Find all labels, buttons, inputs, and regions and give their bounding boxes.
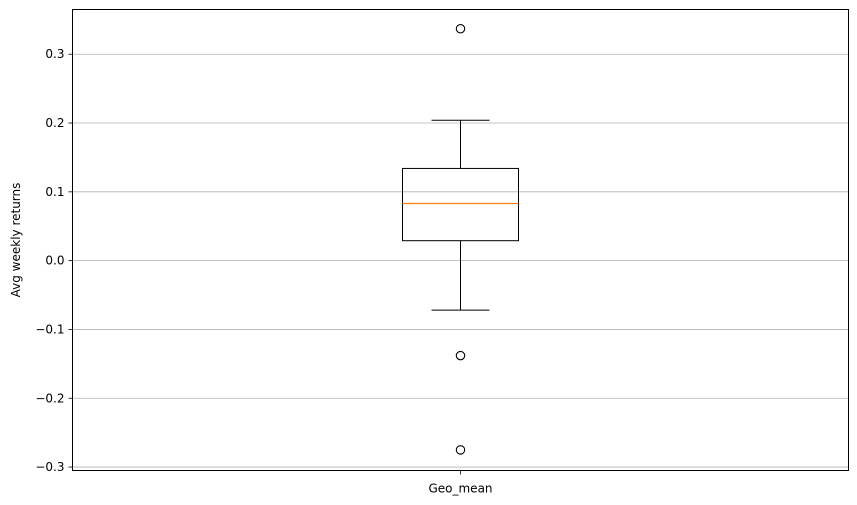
y-axis-ticks: −0.3 −0.2 −0.1 0.0 0.1 0.2 0.3 <box>35 47 73 474</box>
y-tick-label: −0.1 <box>35 322 64 336</box>
outlier-point <box>455 24 466 34</box>
plot-frame <box>72 9 849 471</box>
outlier-point <box>455 350 466 361</box>
y-tick-label: 0.0 <box>45 254 64 268</box>
iqr-box <box>402 167 519 242</box>
y-tick-label: 0.3 <box>45 47 64 61</box>
y-tick-label: −0.3 <box>35 460 64 474</box>
box-group <box>402 24 519 455</box>
x-tick-label: Geo_mean <box>428 482 492 496</box>
y-tick-label: 0.2 <box>45 116 64 130</box>
y-axis-label: Avg weekly returns <box>9 183 23 298</box>
x-axis-ticks: Geo_mean <box>428 470 493 496</box>
y-tick-label: −0.2 <box>35 391 64 405</box>
outlier-point <box>455 445 466 455</box>
box-plot-marks <box>402 24 519 455</box>
y-tick-label: 0.1 <box>45 185 64 199</box>
